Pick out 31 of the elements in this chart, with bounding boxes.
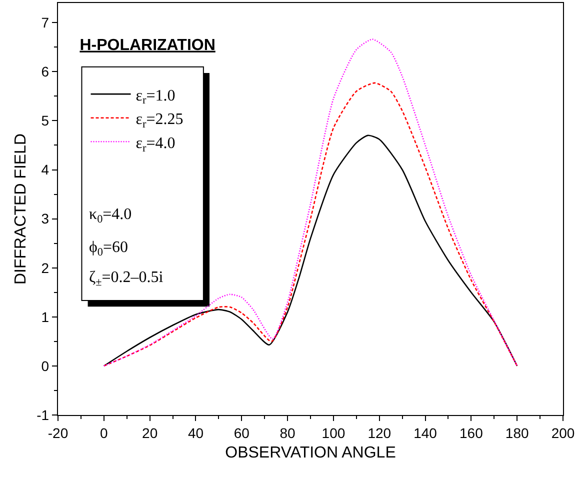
legend-label: ε$_{r}$=2.25 bbox=[136, 111, 184, 130]
legend-label: ε$_{r}$=4.0 bbox=[136, 134, 176, 154]
x-tick-label: 120 bbox=[368, 424, 392, 441]
x-tick-label: -20 bbox=[48, 424, 68, 441]
legend-label: ε$_{r}$=1.0 bbox=[136, 87, 176, 107]
y-tick-label: 7 bbox=[41, 14, 50, 31]
text: H-POLARIZATION bbox=[80, 36, 216, 54]
x-tick-label: 80 bbox=[280, 424, 296, 441]
x-tick-label: 100 bbox=[322, 424, 346, 441]
y-tick-label: 3 bbox=[41, 210, 50, 227]
x-tick-label: 40 bbox=[188, 424, 204, 441]
y-tick-label: 0 bbox=[41, 358, 50, 374]
line-series bbox=[103, 134, 518, 367]
x-tick-label: 60 bbox=[234, 424, 250, 441]
y-tick-label: 5 bbox=[41, 112, 50, 129]
x-tick-label: 140 bbox=[414, 424, 438, 441]
x-tick-label: 20 bbox=[142, 424, 158, 441]
y-tick-label: 4 bbox=[41, 162, 50, 178]
y-tick-label: 6 bbox=[41, 64, 50, 80]
y-tick-label: -1 bbox=[36, 406, 50, 423]
y-tick-label: 2 bbox=[41, 260, 50, 276]
x-tick-label: 200 bbox=[551, 424, 575, 441]
annotation: ζ$_{±}$=0.2–0.5i bbox=[89, 269, 164, 288]
x-tick-label: 180 bbox=[505, 424, 529, 441]
x-axis-title: OBSERVATION ANGLE bbox=[225, 444, 396, 462]
x-tick-label: 160 bbox=[460, 424, 484, 441]
annotation: ϕ$_{0}$=60 bbox=[89, 239, 128, 258]
x-tick-label: 0 bbox=[100, 424, 108, 441]
annotation: κ$_{0}$=4.0 bbox=[89, 206, 132, 226]
y-tick-label: 1 bbox=[41, 308, 50, 325]
y-axis-title: DIFFRACTED FIELD bbox=[12, 133, 30, 285]
